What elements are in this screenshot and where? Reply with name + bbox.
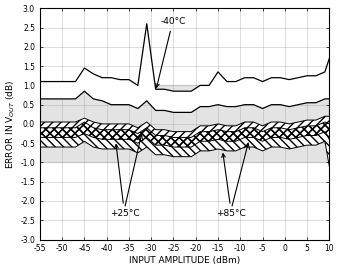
Y-axis label: ERROR IN V$_{OUT}$ (dB): ERROR IN V$_{OUT}$ (dB) — [5, 79, 17, 169]
Text: -40°C: -40°C — [156, 17, 185, 87]
Text: +85°C: +85°C — [217, 154, 246, 218]
Bar — [40, 85, 329, 163]
Text: +25°C: +25°C — [110, 144, 139, 218]
X-axis label: INPUT AMPLITUDE (dBm): INPUT AMPLITUDE (dBm) — [129, 256, 240, 265]
